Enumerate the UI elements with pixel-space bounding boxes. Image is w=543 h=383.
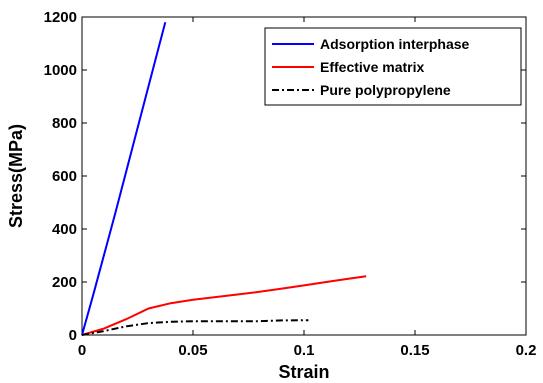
- legend: Adsorption interphase Effective matrix Pur…: [264, 27, 522, 106]
- legend-label-0: Adsorption interphase: [320, 36, 470, 52]
- legend-label-2: Pure polypropylene: [320, 82, 451, 98]
- y-tick-label: 1200: [44, 9, 77, 26]
- x-axis: 0 0.05 0.1 0.15 0.2: [78, 17, 537, 359]
- x-axis-label: Strain: [278, 362, 329, 382]
- y-tick-label: 800: [52, 115, 77, 132]
- y-tick-label: 1000: [44, 62, 77, 79]
- x-tick-label: 0.1: [294, 342, 315, 359]
- y-tick-label: 0: [69, 327, 77, 344]
- series-layer: [81, 22, 367, 336]
- x-tick-label: 0: [78, 342, 86, 359]
- series-line-1: [81, 275, 367, 336]
- x-tick-label: 0.15: [400, 342, 429, 359]
- x-tick-label: 0.05: [178, 342, 207, 359]
- y-tick-label: 400: [52, 221, 77, 238]
- y-tick-label: 600: [52, 168, 77, 185]
- x-tick-label: 0.2: [516, 342, 537, 359]
- legend-label-1: Effective matrix: [320, 59, 424, 75]
- y-axis: 0 200 400 600 800 1000 1200: [44, 9, 526, 344]
- y-tick-label: 200: [52, 274, 77, 291]
- series-line-2: [81, 319, 309, 336]
- series-line-0: [81, 22, 167, 336]
- y-axis-label: Stress(MPa): [6, 124, 26, 228]
